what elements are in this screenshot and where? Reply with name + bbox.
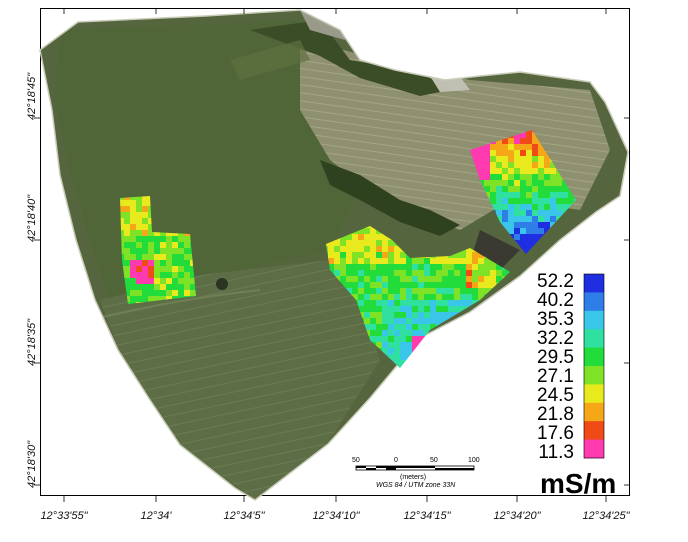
legend-swatch xyxy=(584,402,604,422)
legend-value: 29.5 xyxy=(537,347,574,368)
legend-value: 11.3 xyxy=(538,442,574,463)
legend-swatch xyxy=(584,366,604,385)
graticule-ticks xyxy=(34,8,630,502)
legend-value: 24.5 xyxy=(537,385,574,406)
scale-unit-label: (meters) xyxy=(400,474,427,481)
projection-label: WGS 84 / UTM zone 33N xyxy=(376,482,456,489)
lon-label-5: 12°34'15" xyxy=(403,510,451,522)
legend-value: 32.2 xyxy=(537,328,574,349)
legend-swatch xyxy=(584,274,604,293)
legend-value: 40.2 xyxy=(537,290,574,311)
legend-units: mS/m xyxy=(540,468,617,499)
legend-swatch xyxy=(584,329,604,348)
scale-bar xyxy=(355,465,475,471)
lon-label-1: 12°33'55" xyxy=(40,510,88,522)
legend-value: 21.8 xyxy=(537,404,574,425)
legend-swatch xyxy=(584,439,604,459)
lon-label-7: 12°34'25" xyxy=(582,510,630,522)
scale-tick-label: 100 xyxy=(468,457,480,464)
legend-value: 35.3 xyxy=(537,309,574,330)
lon-label-4: 12°34'10" xyxy=(312,510,360,522)
legend-colorbar xyxy=(583,273,605,459)
lon-label-3: 12°34'5" xyxy=(223,510,265,522)
lat-label-1: 42°18'45" xyxy=(26,72,38,120)
legend-swatch xyxy=(584,292,604,312)
lon-label-2: 12°34' xyxy=(140,510,172,522)
legend-value: 17.6 xyxy=(537,423,574,444)
legend-swatch xyxy=(584,347,604,367)
legend-value: 52.2 xyxy=(537,271,574,292)
scale-tick-label: 50 xyxy=(430,457,438,464)
legend-swatch xyxy=(584,421,604,440)
scale-tick-label: 0 xyxy=(394,457,398,464)
lat-label-4: 42°18'30" xyxy=(26,440,38,488)
legend-value: 27.1 xyxy=(537,366,574,387)
scale-tick-label: 50 xyxy=(352,457,360,464)
legend-swatch xyxy=(584,310,604,330)
lon-label-6: 12°34'20" xyxy=(493,510,541,522)
lat-label-2: 42°18'40" xyxy=(26,194,38,242)
legend-swatch xyxy=(584,384,604,404)
lat-label-3: 42°18'35" xyxy=(26,318,38,366)
